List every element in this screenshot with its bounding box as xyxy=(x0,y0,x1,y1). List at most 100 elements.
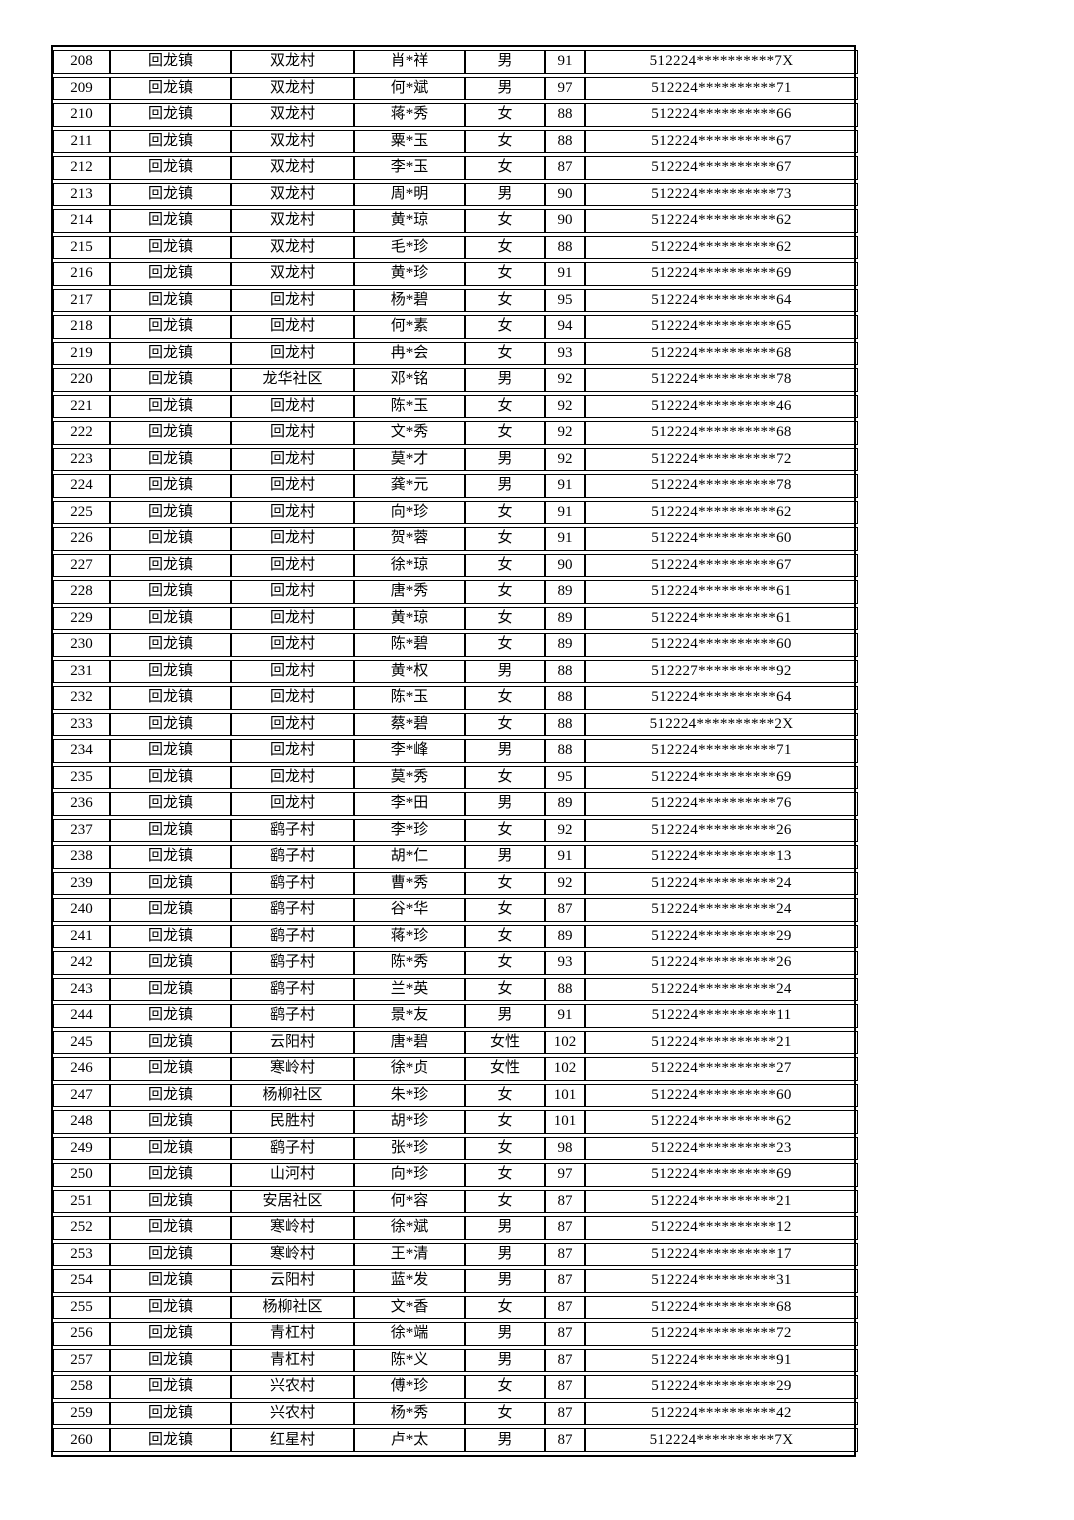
cell-village: 回龙村 xyxy=(231,712,354,736)
table-row: 227 回龙镇 回龙村 徐*琼女 90 512224**********67 xyxy=(53,553,858,577)
cell-village: 回龙村 xyxy=(231,421,354,445)
cell-town: 回龙镇 xyxy=(110,474,231,498)
cell-id-number: 512224**********26 xyxy=(585,951,858,975)
cell-village: 双龙村 xyxy=(231,235,354,259)
cell-id-number: 512224**********67 xyxy=(585,156,858,180)
table-row: 218 回龙镇 回龙村 何*素女 94 512224**********65 xyxy=(53,315,858,339)
table-row: 243 回龙镇 鹞子村 兰*英女 88 512224**********24 xyxy=(53,977,858,1001)
cell-age: 87 xyxy=(545,1269,585,1293)
table-row: 231 回龙镇 回龙村 黄*权男 88 512227**********92 xyxy=(53,659,858,683)
cell-serial-number: 234 xyxy=(53,739,110,763)
cell-age: 98 xyxy=(545,1136,585,1160)
cell-gender: 男 xyxy=(465,368,545,392)
cell-town: 回龙镇 xyxy=(110,50,231,74)
table-row: 259 回龙镇 兴农村 杨*秀女 87 512224**********42 xyxy=(53,1401,858,1425)
cell-age: 92 xyxy=(545,871,585,895)
table-row: 258 回龙镇 兴农村 傅*珍女 87 512224**********29 xyxy=(53,1375,858,1399)
cell-id-number: 512224**********24 xyxy=(585,977,858,1001)
cell-village: 回龙村 xyxy=(231,765,354,789)
cell-id-number: 512224**********29 xyxy=(585,924,858,948)
cell-id-number: 512224**********68 xyxy=(585,421,858,445)
cell-gender: 女 xyxy=(465,1163,545,1187)
cell-person-name: 李*珍 xyxy=(354,818,465,842)
cell-town: 回龙镇 xyxy=(110,209,231,233)
cell-id-number: 512224**********72 xyxy=(585,447,858,471)
cell-town: 回龙镇 xyxy=(110,129,231,153)
cell-gender: 女 xyxy=(465,262,545,286)
cell-town: 回龙镇 xyxy=(110,447,231,471)
cell-village: 回龙村 xyxy=(231,447,354,471)
table-row: 255 回龙镇 杨柳社区 文*香女 87 512224**********68 xyxy=(53,1295,858,1319)
cell-village: 回龙村 xyxy=(231,633,354,657)
cell-age: 88 xyxy=(545,739,585,763)
cell-village: 回龙村 xyxy=(231,792,354,816)
cell-serial-number: 243 xyxy=(53,977,110,1001)
cell-age: 87 xyxy=(545,1295,585,1319)
cell-id-number: 512224**********62 xyxy=(585,209,858,233)
cell-gender: 女 xyxy=(465,1375,545,1399)
cell-village: 杨柳社区 xyxy=(231,1083,354,1107)
cell-serial-number: 218 xyxy=(53,315,110,339)
cell-gender: 女 xyxy=(465,235,545,259)
cell-person-name: 莫*才 xyxy=(354,447,465,471)
cell-village: 鹞子村 xyxy=(231,951,354,975)
table-row: 214 回龙镇 双龙村 黄*琼女 90 512224**********62 xyxy=(53,209,858,233)
cell-serial-number: 235 xyxy=(53,765,110,789)
cell-person-name: 周*明 xyxy=(354,182,465,206)
cell-gender: 女 xyxy=(465,553,545,577)
cell-gender: 男 xyxy=(465,1348,545,1372)
cell-person-name: 粟*玉 xyxy=(354,129,465,153)
cell-town: 回龙镇 xyxy=(110,394,231,418)
cell-id-number: 512224**********13 xyxy=(585,845,858,869)
cell-age: 94 xyxy=(545,315,585,339)
cell-town: 回龙镇 xyxy=(110,1189,231,1213)
cell-serial-number: 225 xyxy=(53,500,110,524)
cell-village: 鹞子村 xyxy=(231,1136,354,1160)
cell-town: 回龙镇 xyxy=(110,898,231,922)
cell-town: 回龙镇 xyxy=(110,977,231,1001)
cell-village: 鹞子村 xyxy=(231,924,354,948)
cell-village: 寒岭村 xyxy=(231,1057,354,1081)
cell-age: 91 xyxy=(545,1004,585,1028)
cell-age: 93 xyxy=(545,951,585,975)
cell-age: 92 xyxy=(545,447,585,471)
cell-age: 87 xyxy=(545,156,585,180)
cell-serial-number: 258 xyxy=(53,1375,110,1399)
cell-age: 89 xyxy=(545,633,585,657)
cell-age: 101 xyxy=(545,1110,585,1134)
table-row: 208 回龙镇 双龙村 肖*祥男 91 512224**********7X xyxy=(53,50,858,74)
cell-town: 回龙镇 xyxy=(110,845,231,869)
cell-id-number: 512224**********60 xyxy=(585,1083,858,1107)
cell-village: 寒岭村 xyxy=(231,1242,354,1266)
cell-village: 双龙村 xyxy=(231,50,354,74)
cell-id-number: 512224**********62 xyxy=(585,500,858,524)
cell-gender: 女 xyxy=(465,421,545,445)
cell-town: 回龙镇 xyxy=(110,1375,231,1399)
cell-serial-number: 209 xyxy=(53,76,110,100)
cell-id-number: 512224**********31 xyxy=(585,1269,858,1293)
cell-person-name: 徐*端 xyxy=(354,1322,465,1346)
cell-town: 回龙镇 xyxy=(110,103,231,127)
cell-village: 鹞子村 xyxy=(231,1004,354,1028)
cell-serial-number: 238 xyxy=(53,845,110,869)
cell-person-name: 陈*秀 xyxy=(354,951,465,975)
cell-age: 87 xyxy=(545,1242,585,1266)
cell-gender: 男 xyxy=(465,50,545,74)
cell-village: 双龙村 xyxy=(231,182,354,206)
cell-gender: 男 xyxy=(465,1242,545,1266)
cell-gender: 女 xyxy=(465,580,545,604)
cell-serial-number: 244 xyxy=(53,1004,110,1028)
cell-person-name: 陈*玉 xyxy=(354,686,465,710)
cell-id-number: 512224**********91 xyxy=(585,1348,858,1372)
cell-gender: 女 xyxy=(465,951,545,975)
cell-person-name: 徐*琼 xyxy=(354,553,465,577)
cell-serial-number: 251 xyxy=(53,1189,110,1213)
cell-gender: 女 xyxy=(465,924,545,948)
cell-gender: 女 xyxy=(465,129,545,153)
table-row: 213 回龙镇 双龙村 周*明男 90 512224**********73 xyxy=(53,182,858,206)
cell-person-name: 谷*华 xyxy=(354,898,465,922)
table-row: 245 回龙镇 云阳村 唐*碧 女性 102 512224**********21 xyxy=(53,1030,858,1054)
cell-age: 95 xyxy=(545,765,585,789)
cell-id-number: 512224**********71 xyxy=(585,76,858,100)
cell-id-number: 512224**********76 xyxy=(585,792,858,816)
